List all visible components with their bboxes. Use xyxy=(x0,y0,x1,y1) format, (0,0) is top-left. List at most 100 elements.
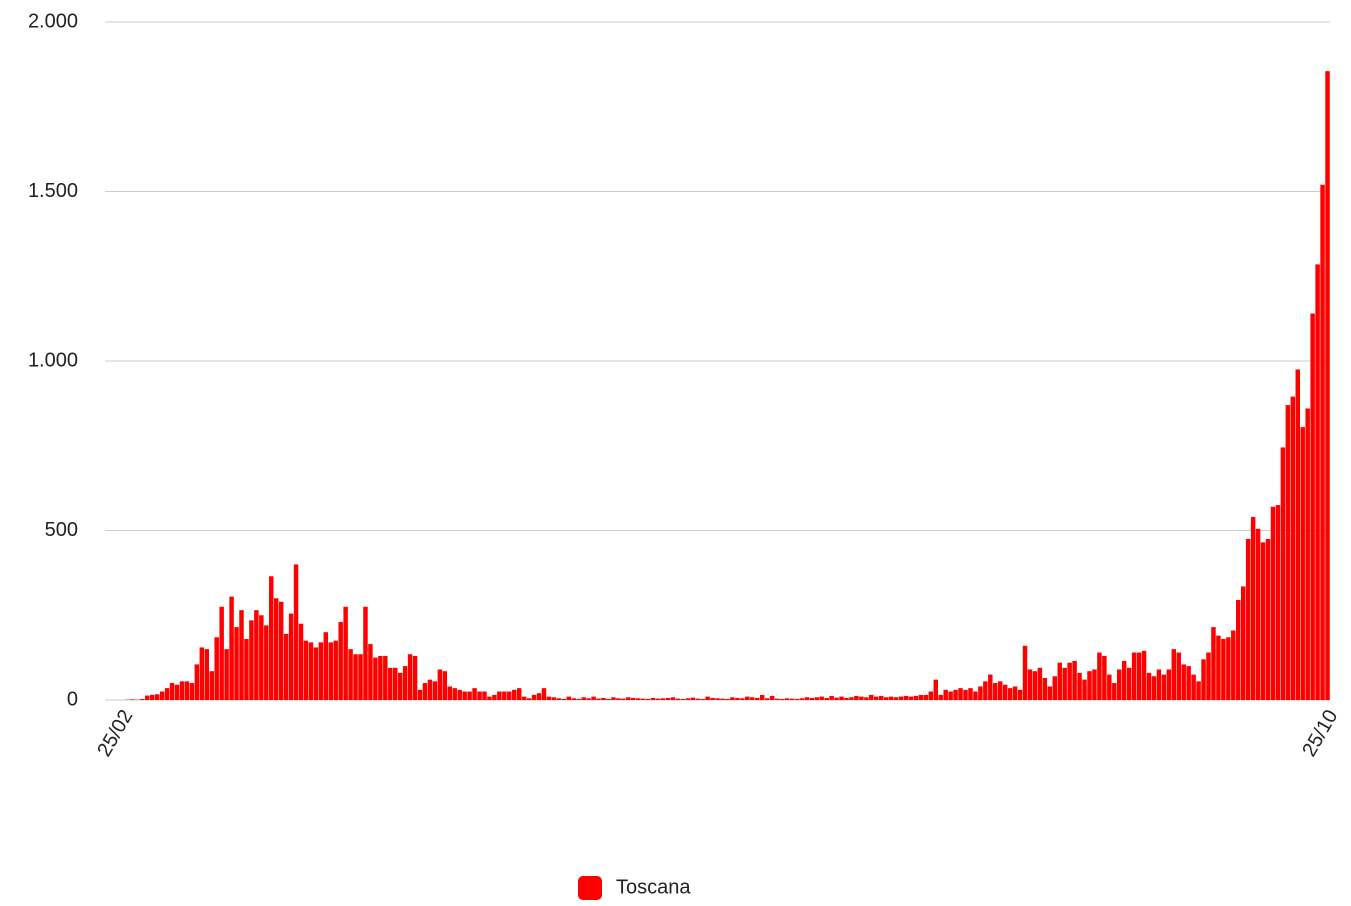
bar xyxy=(750,697,754,700)
bar xyxy=(1300,427,1304,700)
bar xyxy=(368,644,372,700)
bar xyxy=(457,690,461,700)
bar xyxy=(467,692,471,700)
bar xyxy=(343,607,347,700)
bar xyxy=(497,692,501,700)
bar xyxy=(229,597,233,700)
bar xyxy=(621,699,625,700)
bar xyxy=(720,699,724,700)
bar xyxy=(1053,676,1057,700)
bar xyxy=(1251,517,1255,700)
bar xyxy=(958,688,962,700)
bar xyxy=(601,698,605,700)
bar xyxy=(661,698,665,700)
bar xyxy=(735,698,739,700)
bar xyxy=(1097,653,1101,700)
bar xyxy=(1191,675,1195,700)
bar xyxy=(869,695,873,700)
bar xyxy=(1107,675,1111,700)
x-tick-label: 25/10 xyxy=(1298,706,1342,760)
bar xyxy=(254,610,258,700)
bar xyxy=(224,649,228,700)
bar xyxy=(874,697,878,700)
bar xyxy=(705,697,709,700)
bar xyxy=(636,698,640,700)
bar xyxy=(145,696,149,700)
bar xyxy=(1122,661,1126,700)
bar xyxy=(1286,405,1290,700)
bar xyxy=(393,668,397,700)
bar xyxy=(1013,686,1017,700)
bar xyxy=(537,693,541,700)
bar xyxy=(1305,408,1309,700)
bar xyxy=(140,699,144,700)
bar xyxy=(522,697,526,700)
bar xyxy=(924,695,928,700)
bar xyxy=(1266,539,1270,700)
bar xyxy=(1087,671,1091,700)
bar xyxy=(978,686,982,700)
bar xyxy=(1137,653,1141,700)
bar xyxy=(785,698,789,700)
bar xyxy=(1201,659,1205,700)
bar xyxy=(333,641,337,700)
bar xyxy=(691,698,695,700)
bar xyxy=(453,688,457,700)
bar xyxy=(1028,669,1032,700)
bar xyxy=(676,699,680,700)
bar xyxy=(567,697,571,700)
bar xyxy=(200,647,204,700)
bar xyxy=(859,697,863,700)
bar xyxy=(1077,673,1081,700)
bar xyxy=(155,694,159,700)
bar xyxy=(968,688,972,700)
bar xyxy=(572,698,576,700)
bar xyxy=(1281,447,1285,700)
bar xyxy=(775,699,779,700)
bar xyxy=(988,675,992,700)
bar xyxy=(815,697,819,700)
bar xyxy=(631,698,635,700)
bar xyxy=(542,688,546,700)
bar xyxy=(805,697,809,700)
bar xyxy=(1236,600,1240,700)
bar xyxy=(651,698,655,700)
bar xyxy=(378,656,382,700)
bar xyxy=(1142,651,1146,700)
bar xyxy=(185,681,189,700)
bar xyxy=(765,698,769,700)
bar xyxy=(492,695,496,700)
bar xyxy=(909,697,913,700)
bar xyxy=(443,671,447,700)
bar xyxy=(795,699,799,700)
bar xyxy=(1167,669,1171,700)
bar xyxy=(259,615,263,700)
bar xyxy=(810,698,814,700)
bar xyxy=(770,696,774,700)
bar xyxy=(552,697,556,700)
bar xyxy=(1117,669,1121,700)
bar xyxy=(1320,185,1324,700)
bar xyxy=(170,683,174,700)
bar xyxy=(606,699,610,700)
bar xyxy=(507,692,511,700)
bar xyxy=(195,664,199,700)
bar xyxy=(338,622,342,700)
bar xyxy=(383,656,387,700)
bar xyxy=(646,699,650,700)
bar xyxy=(304,641,308,700)
bar xyxy=(899,697,903,700)
bar xyxy=(294,564,298,700)
bar xyxy=(1062,668,1066,700)
bar xyxy=(864,697,868,700)
bar xyxy=(879,696,883,700)
bar xyxy=(279,602,283,700)
bar xyxy=(1147,673,1151,700)
bar xyxy=(502,692,506,700)
bar xyxy=(725,699,729,700)
bar xyxy=(938,695,942,700)
bar xyxy=(740,698,744,700)
bar xyxy=(150,695,154,700)
bar xyxy=(353,654,357,700)
bar xyxy=(239,610,243,700)
